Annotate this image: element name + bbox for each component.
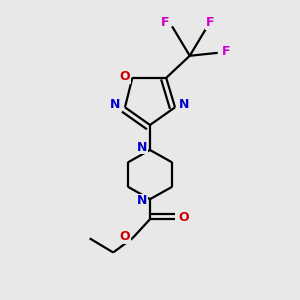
- Text: F: F: [222, 45, 231, 58]
- Text: F: F: [160, 16, 169, 29]
- Text: F: F: [206, 16, 214, 29]
- Text: N: N: [110, 98, 121, 111]
- Text: O: O: [120, 70, 130, 83]
- Text: O: O: [120, 230, 130, 243]
- Text: O: O: [178, 211, 189, 224]
- Text: N: N: [136, 141, 147, 154]
- Text: N: N: [136, 194, 147, 207]
- Text: N: N: [179, 98, 190, 111]
